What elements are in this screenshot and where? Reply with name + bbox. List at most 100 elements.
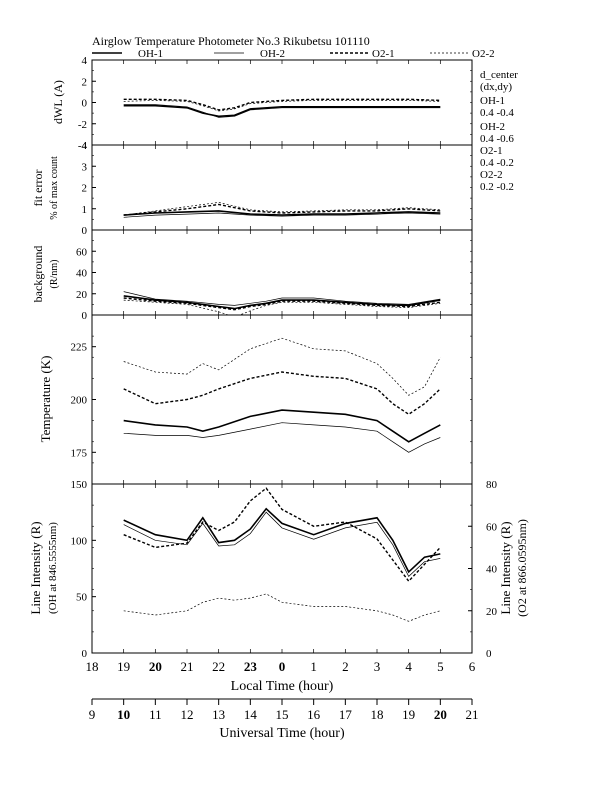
y-right-axis-label: Line Intensity (R) (O2 at 866.0595nm) [498, 519, 529, 617]
universal-time-tick-label: 20 [434, 707, 447, 722]
y-tick-label: -2 [78, 119, 87, 131]
series-temperature-o2-2 [123, 337, 441, 396]
local-time-tick-label: 3 [374, 659, 381, 674]
y-axis-label: Line Intensity (R) (OH at 846.5555nm) [28, 521, 59, 614]
series-dWL-o2-2 [123, 100, 441, 112]
y-tick-label: 200 [71, 395, 88, 407]
y-axis-label-line1: dWL (A) [51, 80, 65, 124]
y-right-tick-label: 40 [486, 564, 498, 576]
y-right-tick-label: 20 [486, 606, 498, 618]
y-tick-label: 225 [71, 342, 88, 354]
series-temperature-oh-1 [123, 409, 441, 443]
y-right-tick-label: 80 [486, 479, 498, 491]
y-tick-label: 2 [82, 76, 88, 88]
dcenter-values-o2-2: 0.2 -0.2 [480, 181, 514, 193]
local-time-tick-label: 2 [342, 659, 349, 674]
local-time-tick-label: 5 [437, 659, 444, 674]
universal-time-tick-label: 17 [339, 707, 353, 722]
dcenter-values-o2-1: 0.4 -0.2 [480, 157, 514, 169]
chart-legend: OH-1 OH-2 O2-1 O2-2 [92, 48, 495, 60]
panel-background: 60 40 20 0 background (R/nm) [31, 229, 473, 322]
series-temperature-oh-2 [123, 422, 441, 453]
y-tick-label: 1 [82, 204, 88, 216]
series-fit-error-oh-2 [123, 212, 441, 218]
local-time-tick-label: 23 [244, 659, 258, 674]
y-right-axis-label-line2: (O2 at 866.0595nm) [515, 519, 529, 617]
legend-label-o2-1: O2-1 [372, 48, 395, 60]
universal-time-tick-label: 14 [244, 707, 258, 722]
y-axis-label-line1: background [31, 246, 45, 303]
universal-time-tick-label: 16 [307, 707, 321, 722]
y-tick-label: 40 [76, 268, 88, 280]
y-axis-label: Temperature (K) [38, 356, 53, 443]
universal-time-tick-label: 19 [402, 707, 415, 722]
universal-time-tick-label: 18 [371, 707, 384, 722]
y-right-tick-label: 0 [486, 648, 492, 660]
series-background-o2-2 [123, 299, 441, 315]
universal-time-tick-label: 13 [212, 707, 225, 722]
dcenter-values-oh-2: 0.4 -0.6 [480, 133, 514, 145]
y-axis-label: fit error % of max count [31, 156, 60, 220]
y-axis-label-line2: (R/nm) [49, 260, 60, 289]
series-background-oh-2 [123, 291, 441, 306]
dcenter-notes: d_center(dx,dy)OH-10.4 -0.4OH-20.4 -0.6O… [480, 69, 518, 193]
series-line-intensity-oh-2 [123, 511, 441, 577]
local-time-tick-label: 19 [117, 659, 130, 674]
y-tick-label: 175 [71, 447, 88, 459]
y-axis-label: dWL (A) [51, 80, 65, 124]
series-fit-error-oh-1 [123, 210, 441, 216]
y-tick-label: 150 [71, 479, 88, 491]
y-axis-label: background (R/nm) [31, 246, 60, 303]
panel-frame-temperature [91, 314, 473, 485]
dcenter-name-o2-1: O2-1 [480, 145, 503, 157]
series-fit-error-o2-2 [123, 202, 441, 216]
legend-label-oh-1: OH-1 [138, 48, 163, 60]
series-background-oh-1 [123, 295, 441, 310]
y-right-tick-label: 60 [486, 521, 498, 533]
panel-frame-background [91, 229, 473, 316]
series-dWL-oh-2 [123, 104, 441, 118]
y-axis-label-line1: fit error [31, 170, 45, 207]
local-time-tick-label: 6 [469, 659, 476, 674]
universal-time-tick-label: 11 [149, 707, 162, 722]
series-line-intensity-oh-1 [123, 507, 441, 574]
y-tick-label: 0 [82, 310, 88, 322]
y-axis-label-line1: Temperature (K) [38, 356, 53, 443]
panel-frame-fit-error [91, 144, 473, 231]
y-tick-label: 20 [76, 289, 88, 301]
y-axis-label-line1: Line Intensity (R) [28, 521, 43, 614]
universal-time-axis-label: Universal Time (hour) [219, 726, 345, 741]
local-time-tick-label: 0 [279, 659, 286, 674]
dcenter-values-oh-1: 0.4 -0.4 [480, 107, 514, 119]
y-tick-label: 0 [82, 98, 88, 110]
dcenter-name-oh-1: OH-1 [480, 95, 505, 107]
local-time-tick-label: 22 [212, 659, 225, 674]
y-tick-label: 60 [76, 246, 88, 258]
y-tick-label: 0 [82, 225, 88, 237]
panel-temperature: 225 200 175 Temperature (K) [38, 314, 473, 485]
panel-line-intensity: 150 100 50 0 Line Intensity (R) (OH at 846.55… [28, 479, 529, 660]
local-time-axis-label: Local Time (hour) [231, 679, 334, 694]
universal-time-tick-label: 12 [181, 707, 194, 722]
dcenter-name-oh-2: OH-2 [480, 121, 505, 133]
legend-label-oh-2: OH-2 [260, 48, 285, 60]
universal-time-tick-label: 21 [466, 707, 479, 722]
chart-title: Airglow Temperature Photometer No.3 Riku… [92, 34, 370, 48]
panel-frame-dWL [91, 59, 473, 146]
universal-time-tick-label: 10 [117, 707, 130, 722]
panel-fit-error: 4 3 2 1 0 fit error % of max count [31, 140, 473, 237]
local-time-tick-label: 21 [181, 659, 194, 674]
legend-label-o2-2: O2-2 [472, 48, 495, 60]
local-time-tick-label: 4 [405, 659, 412, 674]
series-line-intensity-o2-2 [123, 593, 441, 622]
series-dWL-oh-1 [123, 104, 441, 118]
series-temperature-o2-1 [123, 371, 441, 416]
series-line-intensity-o2-1 [123, 487, 441, 583]
y-right-axis-label-line1: Line Intensity (R) [498, 521, 513, 614]
dcenter-name-o2-2: O2-2 [480, 169, 503, 181]
y-tick-label: 100 [71, 535, 88, 547]
panel-dWL: 4 2 0 -2 -4 dWL (A) [51, 55, 473, 152]
